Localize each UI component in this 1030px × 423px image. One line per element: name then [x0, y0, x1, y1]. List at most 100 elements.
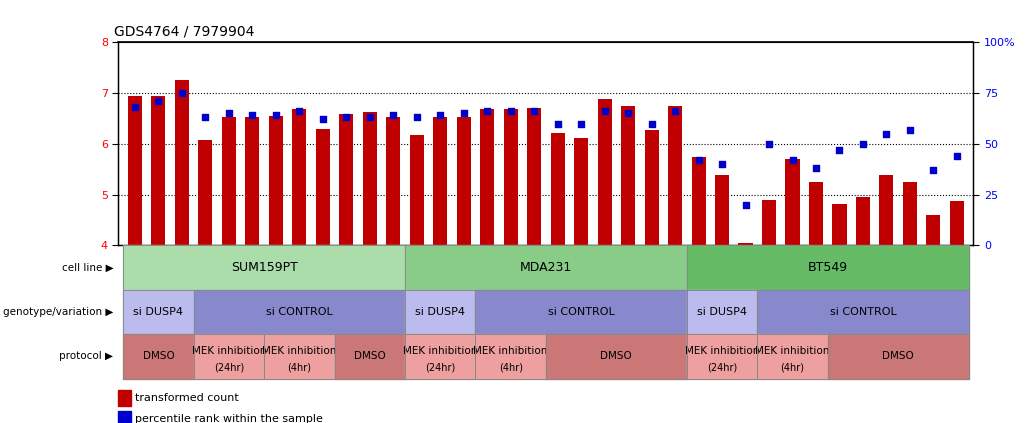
Bar [597, 99, 612, 245]
Bar [335, 334, 405, 379]
Bar [405, 290, 476, 334]
Bar [926, 215, 940, 245]
Point [761, 140, 778, 147]
Bar [687, 290, 757, 334]
Point [690, 157, 707, 163]
Bar [476, 290, 687, 334]
Bar [739, 243, 753, 245]
Bar [124, 290, 194, 334]
Bar [194, 334, 264, 379]
Bar [194, 290, 405, 334]
Bar [124, 245, 405, 290]
Bar [691, 157, 706, 245]
Text: si CONTROL: si CONTROL [548, 307, 615, 317]
Point [314, 116, 331, 123]
Bar [118, 390, 131, 406]
Bar [335, 334, 405, 379]
Bar [363, 113, 377, 245]
Bar [194, 290, 405, 334]
Bar [574, 138, 588, 245]
Bar [903, 182, 917, 245]
Point [737, 201, 754, 208]
Bar [786, 159, 799, 245]
Bar [405, 290, 476, 334]
Point [666, 108, 683, 115]
Text: MDA231: MDA231 [520, 261, 572, 274]
Bar [264, 334, 335, 379]
Text: percentile rank within the sample: percentile rank within the sample [135, 414, 322, 423]
Bar [546, 334, 687, 379]
Bar [687, 290, 757, 334]
Bar [199, 140, 212, 245]
Bar [828, 334, 968, 379]
Point [831, 146, 848, 153]
Point [526, 108, 543, 115]
Point [150, 98, 167, 104]
Bar [757, 334, 828, 379]
Bar [687, 334, 757, 379]
Point [620, 110, 637, 117]
Bar [405, 334, 476, 379]
Text: BT549: BT549 [808, 261, 848, 274]
Point [879, 130, 895, 137]
Bar [480, 109, 494, 245]
Bar [456, 118, 471, 245]
Point [432, 112, 448, 119]
Bar [245, 118, 260, 245]
Point [549, 120, 565, 127]
Point [220, 110, 237, 117]
Text: (24hr): (24hr) [213, 363, 244, 373]
Bar [621, 106, 636, 245]
Bar [405, 334, 476, 379]
Text: si CONTROL: si CONTROL [266, 307, 333, 317]
Bar [809, 182, 823, 245]
Bar [687, 245, 968, 290]
Bar [124, 334, 194, 379]
Bar [687, 245, 968, 290]
Text: DMSO: DMSO [600, 352, 632, 361]
Bar [128, 96, 142, 245]
Bar [151, 96, 166, 245]
Bar [476, 334, 546, 379]
Point [596, 108, 613, 115]
Point [409, 114, 425, 121]
Bar [124, 245, 405, 290]
Point [338, 114, 354, 121]
Text: si DUSP4: si DUSP4 [697, 307, 747, 317]
Text: transformed count: transformed count [135, 393, 239, 403]
Point [268, 112, 284, 119]
Text: (4hr): (4hr) [781, 363, 804, 373]
Bar [762, 200, 776, 245]
Text: DMSO: DMSO [142, 352, 174, 361]
Text: si DUSP4: si DUSP4 [415, 307, 466, 317]
Text: GDS4764 / 7979904: GDS4764 / 7979904 [114, 25, 254, 38]
Bar [118, 411, 131, 423]
Bar [950, 201, 964, 245]
Text: MEK inhibition: MEK inhibition [755, 346, 830, 356]
Bar [221, 118, 236, 245]
Point [573, 120, 589, 127]
Point [784, 157, 800, 163]
Point [949, 153, 965, 159]
Bar [410, 135, 423, 245]
Point [455, 110, 472, 117]
Text: DMSO: DMSO [354, 352, 385, 361]
Point [503, 108, 519, 115]
Text: si CONTROL: si CONTROL [829, 307, 896, 317]
Bar [293, 109, 306, 245]
Point [901, 126, 918, 133]
Text: MEK inhibition: MEK inhibition [403, 346, 477, 356]
Point [479, 108, 495, 115]
Bar [828, 334, 968, 379]
Bar [386, 118, 401, 245]
Text: si DUSP4: si DUSP4 [133, 307, 183, 317]
Text: genotype/variation ▶: genotype/variation ▶ [3, 307, 113, 317]
Bar [757, 290, 968, 334]
Bar [504, 109, 518, 245]
Bar [668, 106, 682, 245]
Bar [339, 114, 353, 245]
Text: MEK inhibition: MEK inhibition [474, 346, 548, 356]
Text: MEK inhibition: MEK inhibition [192, 346, 266, 356]
Point [174, 90, 191, 96]
Bar [687, 334, 757, 379]
